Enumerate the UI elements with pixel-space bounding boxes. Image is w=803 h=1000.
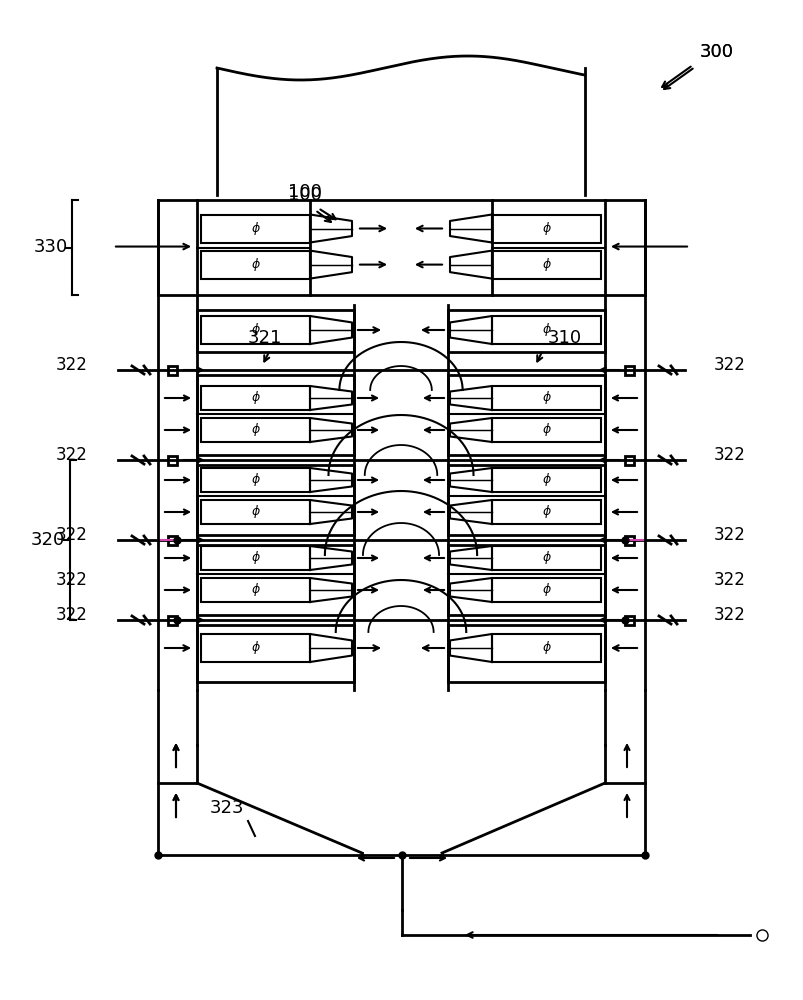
Bar (201, 468, 310, 492)
Bar (169, 365, 177, 374)
Text: 300: 300 (699, 43, 733, 61)
Bar (447, 465, 604, 535)
Bar (201, 546, 310, 570)
Bar (491, 578, 601, 602)
Bar (201, 386, 310, 410)
Text: $\phi$: $\phi$ (251, 256, 260, 273)
Text: $\phi$: $\phi$ (251, 389, 260, 406)
Text: $\phi$: $\phi$ (251, 504, 260, 520)
Text: $\phi$: $\phi$ (541, 422, 551, 438)
Text: 322: 322 (56, 356, 88, 374)
Bar (169, 456, 177, 464)
Text: 330: 330 (34, 238, 68, 256)
Bar (491, 418, 601, 442)
Bar (197, 200, 310, 295)
Bar (491, 251, 601, 279)
Text: $\phi$: $\phi$ (541, 256, 551, 273)
Text: $\phi$: $\phi$ (251, 582, 260, 598)
Text: $\phi$: $\phi$ (541, 582, 551, 598)
Bar (447, 310, 604, 352)
Text: 100: 100 (287, 186, 321, 204)
Bar (491, 500, 601, 524)
Text: $\phi$: $\phi$ (251, 220, 260, 237)
Bar (491, 468, 601, 492)
Bar (491, 386, 601, 410)
Text: $\phi$: $\phi$ (251, 640, 260, 656)
Bar (197, 375, 353, 455)
Text: 322: 322 (56, 446, 88, 464)
Bar (201, 634, 310, 662)
Text: $\phi$: $\phi$ (251, 550, 260, 566)
Bar (491, 546, 601, 570)
Text: 323: 323 (210, 799, 244, 817)
Text: 322: 322 (56, 526, 88, 544)
Text: $\phi$: $\phi$ (541, 389, 551, 406)
Text: $\phi$: $\phi$ (251, 422, 260, 438)
Text: 321: 321 (247, 329, 282, 347)
Text: $\phi$: $\phi$ (541, 472, 551, 488)
Bar (197, 625, 353, 682)
Text: 100: 100 (287, 183, 321, 201)
Bar (625, 615, 634, 624)
Bar (491, 634, 601, 662)
Bar (491, 316, 601, 344)
Text: 322: 322 (713, 446, 745, 464)
Text: 322: 322 (713, 356, 745, 374)
Bar (201, 215, 310, 242)
Bar (447, 545, 604, 615)
Bar (201, 578, 310, 602)
Text: $\phi$: $\phi$ (541, 322, 551, 338)
Bar (447, 375, 604, 455)
Text: $\phi$: $\phi$ (541, 640, 551, 656)
Text: $\phi$: $\phi$ (541, 550, 551, 566)
Text: $\phi$: $\phi$ (251, 472, 260, 488)
Bar (491, 215, 601, 242)
Bar (169, 615, 177, 624)
Bar (197, 310, 353, 352)
Text: 300: 300 (699, 43, 733, 61)
Bar (201, 316, 310, 344)
Text: $\phi$: $\phi$ (541, 504, 551, 520)
Bar (625, 365, 634, 374)
Text: $\phi$: $\phi$ (541, 220, 551, 237)
Bar (201, 418, 310, 442)
Text: 322: 322 (713, 606, 745, 624)
Text: 310: 310 (548, 329, 581, 347)
Text: $\phi$: $\phi$ (251, 322, 260, 338)
Bar (491, 200, 604, 295)
Bar (201, 500, 310, 524)
Bar (625, 456, 634, 464)
Bar (447, 625, 604, 682)
Text: 322: 322 (56, 571, 88, 589)
Text: 320: 320 (31, 531, 65, 549)
Bar (625, 536, 634, 544)
Bar (197, 545, 353, 615)
Bar (201, 251, 310, 279)
Bar (169, 536, 177, 544)
Text: 322: 322 (713, 571, 745, 589)
Text: 322: 322 (56, 606, 88, 624)
Text: 322: 322 (713, 526, 745, 544)
Bar (197, 465, 353, 535)
